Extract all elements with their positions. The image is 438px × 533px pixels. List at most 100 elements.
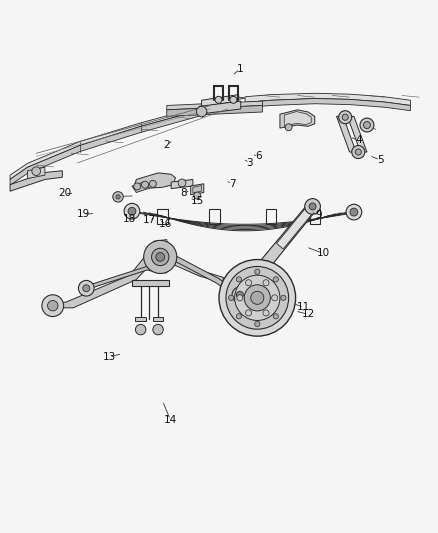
Circle shape	[124, 204, 140, 219]
Circle shape	[281, 295, 286, 301]
Polygon shape	[235, 203, 317, 298]
Circle shape	[116, 195, 120, 199]
Circle shape	[178, 179, 186, 187]
Circle shape	[263, 280, 269, 286]
Circle shape	[273, 277, 279, 282]
Circle shape	[42, 295, 64, 317]
Polygon shape	[201, 94, 239, 107]
Circle shape	[350, 208, 358, 216]
Polygon shape	[132, 182, 149, 192]
Polygon shape	[336, 116, 356, 152]
Polygon shape	[135, 317, 146, 321]
Text: 3: 3	[246, 158, 253, 168]
Circle shape	[305, 199, 321, 214]
Text: 6: 6	[255, 151, 261, 161]
Polygon shape	[245, 93, 410, 106]
Text: 12: 12	[302, 309, 315, 319]
Circle shape	[135, 325, 146, 335]
Circle shape	[342, 114, 348, 120]
Text: 4: 4	[355, 135, 362, 146]
Polygon shape	[154, 239, 168, 249]
Circle shape	[152, 248, 169, 265]
Circle shape	[254, 321, 260, 327]
Polygon shape	[10, 171, 62, 191]
Circle shape	[364, 122, 371, 128]
Polygon shape	[86, 265, 158, 290]
Text: 17: 17	[143, 215, 156, 225]
Circle shape	[352, 146, 365, 158]
Polygon shape	[284, 111, 311, 126]
Polygon shape	[28, 167, 45, 179]
Circle shape	[196, 107, 207, 117]
Circle shape	[244, 285, 270, 311]
Text: 11: 11	[297, 302, 311, 312]
Polygon shape	[191, 184, 204, 195]
Circle shape	[232, 287, 248, 303]
Polygon shape	[10, 97, 245, 180]
Text: 20: 20	[58, 188, 71, 198]
Circle shape	[194, 192, 201, 199]
Text: 2: 2	[163, 140, 170, 150]
Text: 16: 16	[159, 219, 173, 229]
Polygon shape	[199, 101, 241, 114]
Polygon shape	[153, 317, 163, 321]
Circle shape	[144, 240, 177, 273]
Circle shape	[134, 183, 141, 190]
Text: 7: 7	[229, 179, 235, 189]
Circle shape	[83, 285, 90, 292]
Polygon shape	[132, 279, 169, 286]
Circle shape	[263, 310, 269, 316]
Circle shape	[226, 266, 289, 329]
Text: 15: 15	[191, 196, 204, 206]
Polygon shape	[134, 173, 176, 188]
Polygon shape	[167, 101, 262, 110]
Circle shape	[219, 260, 296, 336]
Circle shape	[128, 207, 136, 215]
Circle shape	[47, 301, 58, 311]
Polygon shape	[245, 99, 410, 111]
Circle shape	[346, 204, 362, 220]
Circle shape	[237, 292, 244, 298]
Text: 9: 9	[316, 210, 322, 220]
Text: 10: 10	[317, 248, 330, 259]
Circle shape	[215, 96, 222, 103]
Polygon shape	[10, 100, 237, 185]
Polygon shape	[280, 110, 315, 128]
Text: 19: 19	[77, 209, 90, 219]
Text: 8: 8	[180, 188, 187, 198]
Polygon shape	[171, 180, 193, 189]
Circle shape	[230, 96, 237, 103]
Circle shape	[246, 310, 252, 316]
Circle shape	[254, 269, 260, 274]
Text: 13: 13	[102, 352, 116, 362]
Polygon shape	[167, 106, 262, 116]
Circle shape	[309, 203, 316, 210]
Circle shape	[236, 277, 241, 282]
Circle shape	[113, 192, 123, 202]
Circle shape	[285, 124, 292, 131]
Polygon shape	[193, 185, 201, 193]
Text: 18: 18	[123, 214, 136, 224]
Circle shape	[32, 167, 41, 175]
Polygon shape	[154, 264, 168, 273]
Circle shape	[251, 292, 264, 304]
Circle shape	[149, 180, 156, 187]
Circle shape	[235, 275, 280, 320]
Circle shape	[272, 295, 278, 301]
Circle shape	[229, 295, 234, 301]
Polygon shape	[162, 256, 232, 293]
Circle shape	[360, 118, 374, 132]
Text: 14: 14	[164, 415, 177, 425]
Polygon shape	[347, 116, 367, 152]
Circle shape	[237, 295, 243, 301]
Circle shape	[236, 314, 241, 319]
Polygon shape	[156, 254, 223, 283]
Text: 5: 5	[377, 155, 383, 165]
Circle shape	[153, 325, 163, 335]
Text: 1: 1	[237, 64, 243, 74]
Circle shape	[141, 181, 148, 188]
Polygon shape	[48, 246, 165, 308]
Circle shape	[273, 314, 279, 319]
Circle shape	[156, 253, 165, 261]
Circle shape	[355, 149, 361, 155]
